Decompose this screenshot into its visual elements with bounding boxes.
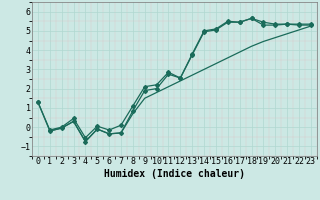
X-axis label: Humidex (Indice chaleur): Humidex (Indice chaleur): [104, 169, 245, 179]
